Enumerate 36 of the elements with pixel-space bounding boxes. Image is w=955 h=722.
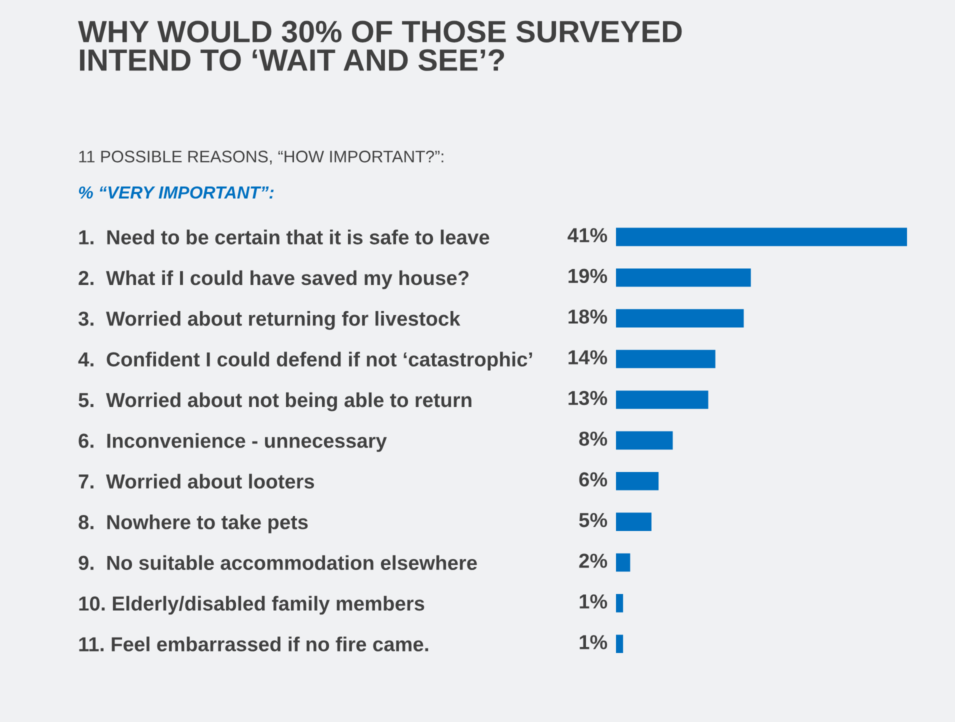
bar [616, 309, 744, 328]
bar [616, 431, 673, 450]
data-label: 14% [568, 350, 608, 364]
bar [616, 594, 624, 612]
y-tick-label: 4. Confident I could defend if not ‘catastrophic’ [78, 352, 532, 371]
bar [616, 553, 630, 572]
data-label: 8% [579, 432, 608, 446]
y-tick-label: 6. Inconvenience - unnecessary [78, 433, 387, 452]
x-axis-title: % “VERY IMPORTANT”: [78, 186, 274, 199]
data-label: 41% [568, 228, 608, 242]
data-label: 5% [579, 513, 608, 528]
y-tick-label: 10. Elderly/disabled family members [79, 596, 424, 615]
data-label: 6% [579, 472, 608, 487]
data-label: 1% [580, 635, 608, 650]
bar [616, 350, 716, 368]
y-tick-label: 1. Need to be certain that it is safe to leave [79, 230, 490, 244]
y-tick-label: 7. Worried about looters [78, 474, 314, 489]
bar [616, 512, 652, 531]
bar [616, 472, 659, 490]
data-label: 18% [568, 309, 608, 324]
text: 11 POSSIBLE REASONS, “HOW IMPORTANT?”: [79, 150, 444, 164]
bar [616, 390, 708, 409]
data-label: 1% [580, 594, 608, 609]
y-tick-label: 11. Feel embarrassed if no fire came. [79, 636, 428, 652]
y-tick-label: 5. Worried about not being able to return [78, 392, 472, 412]
data-label: 2% [579, 554, 608, 568]
bar [616, 228, 908, 246]
y-tick-label: 2. What if I could have saved my house? [78, 270, 469, 290]
bar [616, 268, 751, 287]
y-tick-label: 8. Nowhere to take pets [78, 514, 308, 534]
chart-title: WHY WOULD 30% OF THOSE SURVEYED INTEND TO ‘WAIT AND SEE’? [78, 20, 682, 71]
y-tick-label: 3. Worried about returning for livestock [78, 311, 460, 330]
bar [616, 634, 624, 654]
y-tick-label: 9. No suitable accommodation elsewhere [78, 555, 477, 570]
data-label: 13% [568, 390, 608, 406]
data-label: 19% [568, 268, 608, 284]
